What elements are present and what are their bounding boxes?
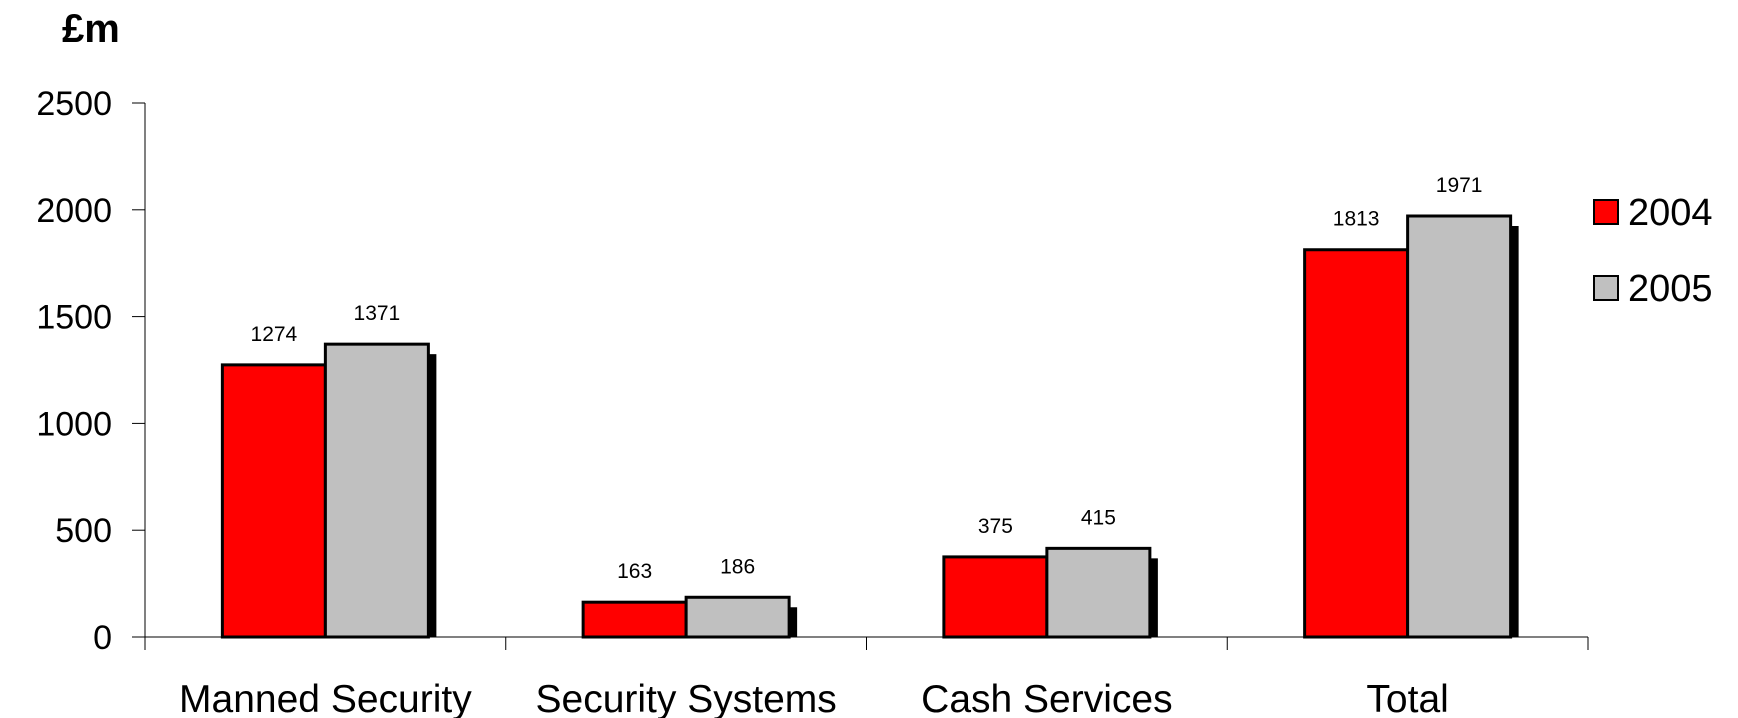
bars [220, 214, 1513, 639]
bar-shadow [1147, 558, 1158, 637]
legend: 2004 2005 [1593, 192, 1713, 310]
data-label: 1371 [354, 302, 401, 325]
y-tick-label: 1000 [36, 405, 112, 443]
data-label: 1813 [1333, 208, 1380, 231]
bar-shadow [426, 354, 437, 637]
y-tick-label: 0 [93, 619, 112, 657]
legend-swatch-2005 [1593, 275, 1619, 301]
y-tick-label: 2000 [36, 192, 112, 230]
axes: 0 500 1000 1500 2000 2500 [36, 85, 1589, 657]
y-tick-label: 1500 [36, 299, 112, 337]
bar-2005 [323, 342, 430, 639]
bar-2004 [942, 555, 1049, 639]
data-label: 415 [1081, 506, 1116, 529]
bar-2004 [581, 600, 688, 639]
bar-2004 [1303, 248, 1410, 639]
data-label: 1971 [1436, 174, 1483, 197]
category-label: Security Systems [536, 678, 837, 718]
data-labels: 1274 1371 163 186 375 415 1813 1971 [251, 174, 1483, 583]
legend-swatch-2004 [1593, 199, 1619, 225]
legend-label-2004: 2004 [1628, 192, 1713, 234]
bar-2004 [220, 363, 327, 639]
bar-2005 [684, 595, 791, 639]
data-label: 375 [978, 515, 1013, 538]
bar-shadow [1508, 225, 1519, 638]
legend-label-2005: 2005 [1628, 268, 1713, 310]
category-label: Cash Services [921, 678, 1172, 718]
category-label: Total [1366, 678, 1448, 718]
category-label: Manned Security [179, 678, 472, 718]
bar-shadows [426, 225, 1519, 638]
data-label: 1274 [251, 323, 298, 346]
y-axis-unit-label: £m [62, 7, 120, 51]
y-tick-label: 2500 [36, 85, 112, 123]
data-label: 186 [720, 555, 755, 578]
y-tick-label: 500 [55, 512, 112, 550]
bar-2005 [1045, 546, 1152, 639]
bar-2005 [1406, 214, 1513, 639]
bar-shadow [787, 607, 798, 637]
category-labels: Manned Security Security Systems Cash Serv… [179, 678, 1449, 718]
data-label: 163 [617, 560, 652, 583]
